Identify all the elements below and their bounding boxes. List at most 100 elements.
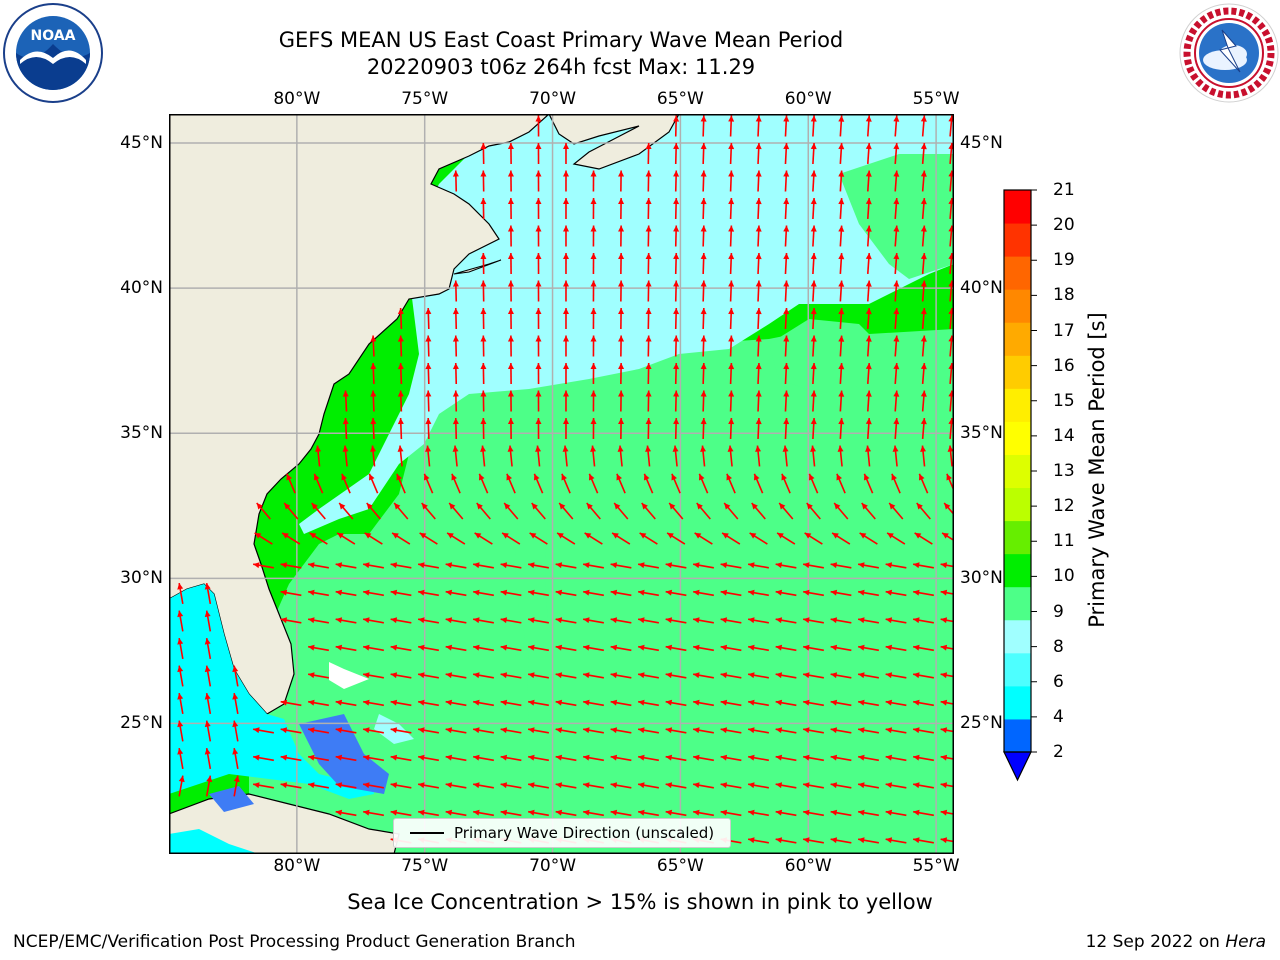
arrow-head [830,754,838,761]
wave-direction-arrow [308,644,329,652]
arrow-head [645,363,652,370]
wave-direction-arrow [618,362,625,385]
arrow-head [480,170,487,177]
wave-direction-arrow [280,699,302,707]
wave-direction-arrow [590,307,597,330]
wave-direction-arrow [810,445,817,467]
wave-direction-arrow [700,335,707,357]
arrow-head [507,225,514,232]
colorbar-tick-label: 18 [1053,285,1075,306]
arrow-head [837,445,844,452]
wave-direction-arrow [507,252,514,275]
arrow-head [803,644,810,651]
wave-direction-arrow [806,502,821,520]
arrow-head [563,143,570,150]
wave-direction-arrow [445,644,467,652]
arrow-head [913,727,920,734]
wave-direction-arrow [286,473,296,494]
arrow-head [720,672,728,679]
wave-direction-arrow [700,390,707,412]
wave-direction-arrow [363,782,384,789]
wave-direction-arrow [913,644,934,652]
arrow-head [858,727,865,734]
arrow-head [830,727,838,734]
arrow-head [673,253,680,260]
arrow-head [641,502,648,510]
lon-tick-label: 60°W [784,856,832,876]
wave-direction-arrow [783,170,790,192]
wave-direction-arrow [204,720,212,742]
wave-direction-arrow [913,754,934,762]
colorbar-segment [1004,520,1031,555]
wave-direction-arrow [232,693,239,714]
wave-direction-arrow [425,390,432,412]
arrow-head [507,280,514,287]
wave-direction-arrow [838,225,845,247]
land-bahamas-bank [329,662,369,689]
arrow-head [473,562,480,569]
arrow-head [507,363,514,370]
wave-direction-arrow [865,170,872,192]
wave-direction-arrow [810,142,817,165]
arrow-head [940,672,948,679]
arrow-head [370,363,377,370]
wave-direction-arrow [693,727,714,734]
wave-direction-arrow [810,170,817,192]
wave-direction-arrow [673,417,680,440]
arrow-head [528,589,535,596]
wave-direction-arrow [555,782,577,789]
arrow-head [755,280,762,287]
land-maritimes [548,114,680,170]
wave-direction-arrow [700,170,707,192]
arrow-head [313,473,320,481]
wave-direction-arrow [555,754,577,762]
wave-direction-arrow [673,225,680,247]
arrow-head [645,253,652,260]
wave-direction-arrow [693,562,714,569]
wave-direction-arrow [363,672,384,679]
wave-direction-arrow [445,727,467,734]
arrow-head [473,809,480,816]
arrow-head [865,225,872,232]
colorbar-tick-label: 17 [1053,320,1075,341]
wave-direction-arrow [500,782,522,789]
arrow-head [720,809,728,816]
lon-tick-label: 60°W [784,89,832,109]
wave-direction-arrow [500,727,522,734]
arrow-head [810,363,817,370]
arrow-head [696,502,703,510]
wave-direction-arrow [673,335,680,357]
land-long-island [453,259,502,275]
arrow-head [308,727,315,734]
arrow-head [423,473,430,481]
arrow-head [563,418,570,425]
wave-direction-arrow [645,142,652,165]
wave-direction-arrow [590,362,597,385]
arrow-head [728,363,735,370]
wave-direction-arrow [177,693,184,714]
arrow-head [618,335,625,342]
colorbar-tick-label: 12 [1053,496,1075,517]
colorbar-segment [1004,553,1031,588]
wave-direction-arrow [177,748,184,769]
arrow-head [280,782,288,789]
wave-direction-arrow [507,225,514,247]
wave-direction-arrow [529,532,548,545]
arrow-head [177,693,184,700]
arrow-head [445,699,453,706]
arrow-head [177,665,184,673]
wave-direction-arrow [610,754,632,762]
arrow-head [335,782,343,789]
wave-direction-arrow [803,562,824,569]
arrow-head [614,502,621,510]
arrow-head [618,225,625,232]
wave-direction-arrow [280,727,302,734]
arrow-head [748,562,755,569]
arrow-head [254,532,262,539]
wave-direction-arrow [418,782,439,789]
wave-direction-arrow [363,727,384,734]
arrow-head [944,502,951,510]
wave-direction-arrow [370,335,377,357]
wave-direction-arrow [280,589,302,597]
wave-direction-arrow [583,699,604,707]
